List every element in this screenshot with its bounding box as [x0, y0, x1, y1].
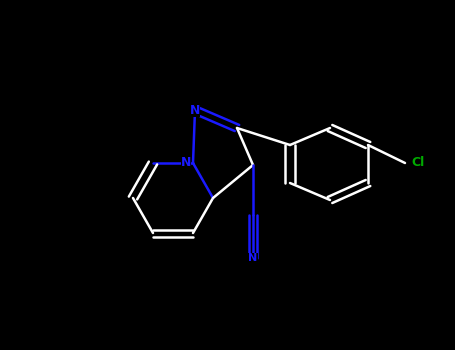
- Text: N: N: [248, 253, 258, 263]
- Text: Cl: Cl: [412, 156, 425, 169]
- Text: N: N: [181, 156, 192, 169]
- Text: N: N: [190, 104, 200, 117]
